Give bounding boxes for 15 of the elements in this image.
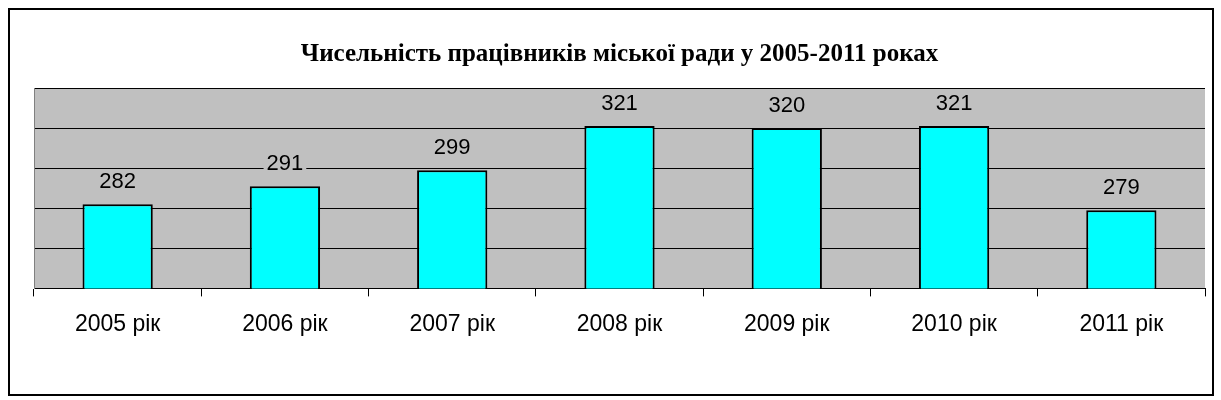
data-label: 291 (266, 150, 304, 176)
x-tick-label: 2008 рік (576, 309, 664, 336)
x-tick-label: 2006 рік (242, 309, 329, 336)
data-label: 320 (768, 92, 806, 118)
x-tick-label: 2011 рік (1079, 309, 1165, 336)
chart-title: Чисельність працівників міської ради у 2005-2011 роках (300, 39, 939, 67)
x-tick-label: 2010 рік (911, 309, 998, 336)
data-label: 299 (433, 134, 471, 160)
x-tick-label: 2005 рік (74, 309, 162, 336)
data-label: 321 (935, 90, 973, 116)
x-tick-label: 2009 рік (744, 309, 831, 336)
data-label: 282 (99, 168, 136, 194)
x-tick-label: 2007 рік (409, 309, 496, 336)
data-label: 279 (1103, 174, 1140, 200)
data-label: 321 (601, 90, 638, 116)
